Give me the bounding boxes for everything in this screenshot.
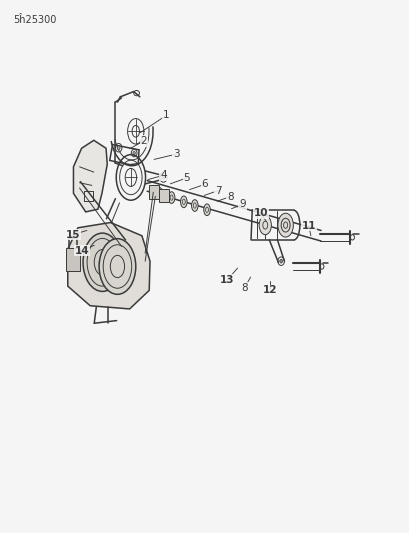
Polygon shape [73, 140, 107, 212]
Text: 1: 1 [163, 110, 169, 120]
Ellipse shape [83, 233, 121, 292]
Ellipse shape [203, 204, 210, 216]
Text: 12: 12 [262, 285, 277, 295]
Text: 4: 4 [160, 171, 166, 180]
Polygon shape [149, 185, 159, 199]
Text: 10: 10 [253, 208, 268, 218]
Ellipse shape [99, 239, 135, 294]
Ellipse shape [162, 175, 164, 179]
Text: 15: 15 [65, 230, 80, 240]
Polygon shape [159, 189, 169, 203]
Text: 6: 6 [201, 179, 208, 189]
Ellipse shape [180, 196, 187, 208]
Ellipse shape [258, 216, 271, 235]
Ellipse shape [168, 192, 175, 204]
Text: 9: 9 [238, 199, 245, 209]
Ellipse shape [279, 260, 282, 263]
Ellipse shape [191, 200, 198, 212]
Text: 14: 14 [74, 246, 89, 256]
Text: 7: 7 [214, 185, 221, 196]
Text: 11: 11 [301, 221, 315, 231]
Ellipse shape [156, 188, 162, 199]
Ellipse shape [277, 213, 293, 237]
Text: 8: 8 [227, 191, 233, 201]
Text: 5: 5 [183, 173, 189, 183]
Text: 8: 8 [240, 282, 247, 293]
Text: 5ĥ25300: 5ĥ25300 [13, 14, 57, 25]
Ellipse shape [117, 146, 120, 150]
Polygon shape [65, 248, 80, 271]
Polygon shape [67, 222, 150, 309]
Text: 3: 3 [173, 149, 180, 159]
Text: 2: 2 [140, 136, 147, 146]
Ellipse shape [133, 151, 135, 155]
Text: 13: 13 [220, 274, 234, 285]
